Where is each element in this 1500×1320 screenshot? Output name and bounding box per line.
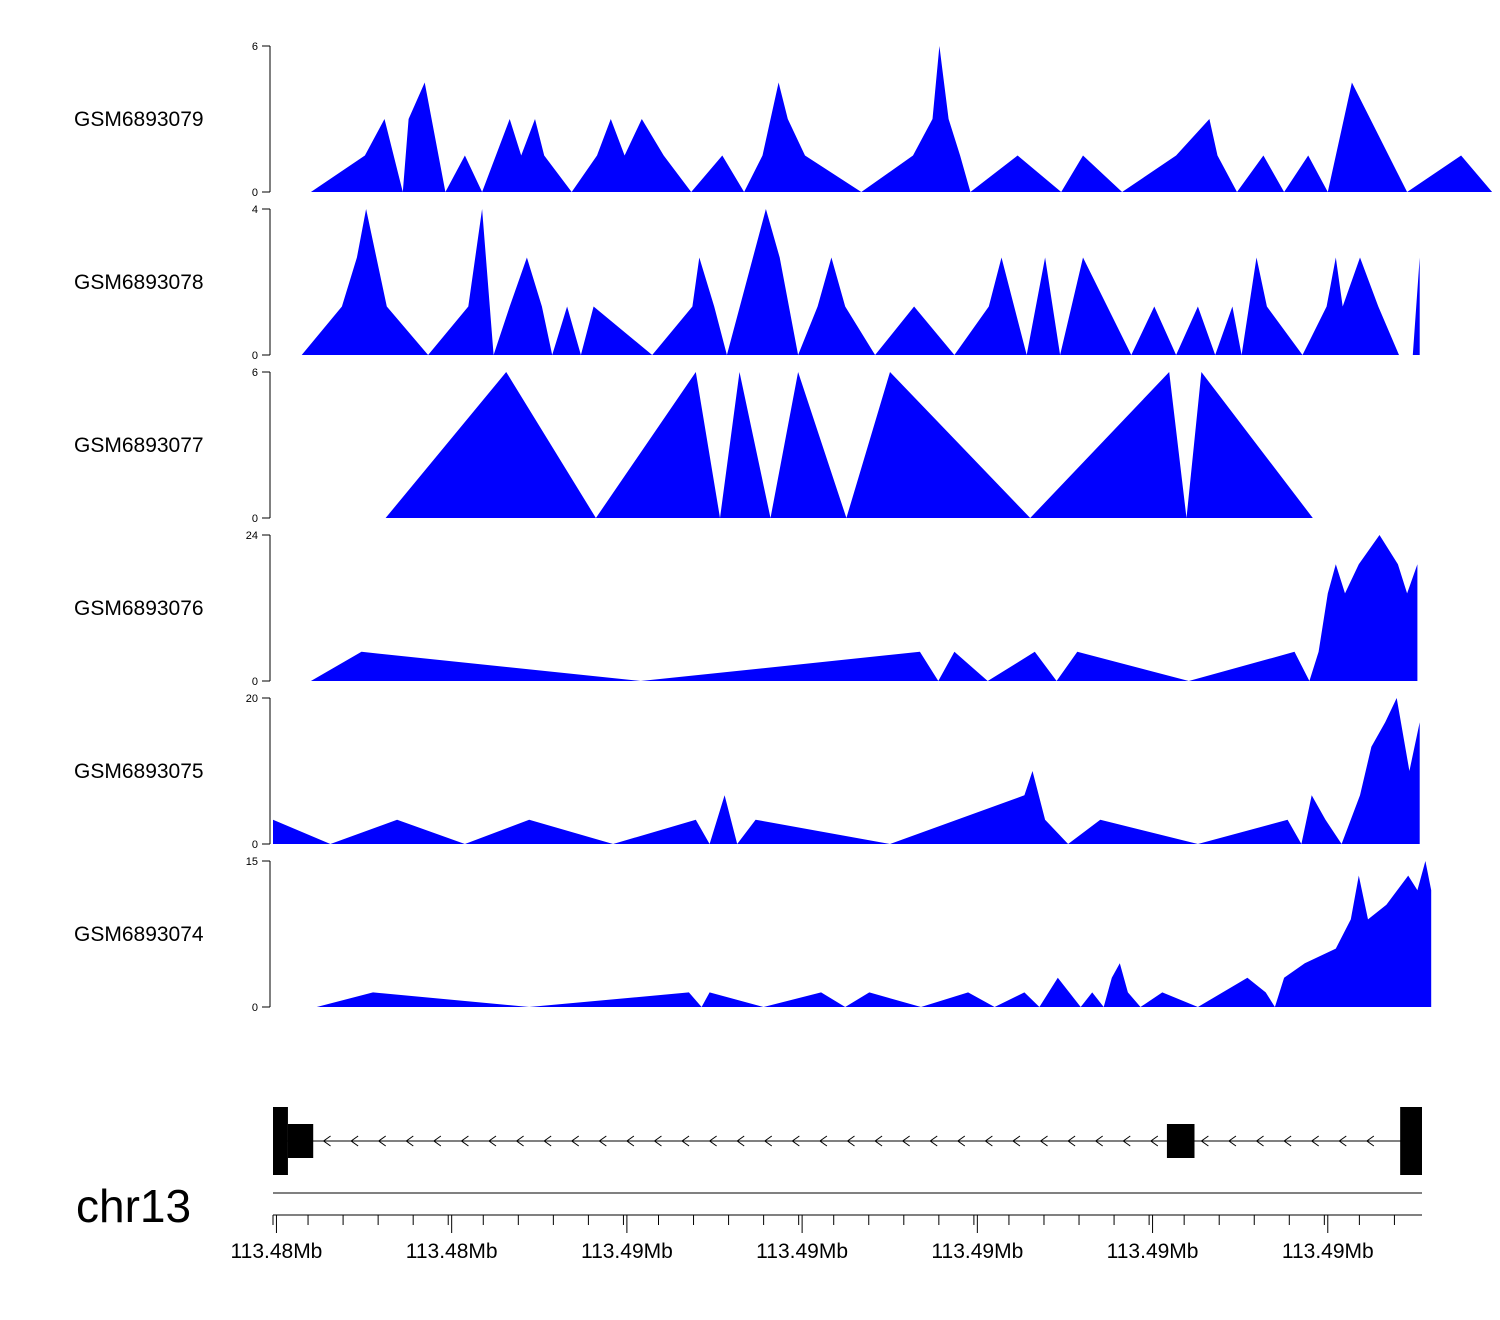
y-tick-label-min: 0 (252, 1002, 258, 1014)
track-label: GSM6893074 (74, 923, 204, 946)
coverage-tracks: GSM689307960GSM689307840GSM689307760GSM6… (74, 41, 1493, 1014)
strand-chevron (791, 1135, 800, 1147)
strand-chevron (1067, 1135, 1076, 1147)
strand-chevron (1149, 1135, 1159, 1147)
y-tick-label-max: 4 (252, 204, 258, 216)
x-tick-label: 113.49Mb (1282, 1240, 1374, 1263)
strand-chevron (874, 1135, 883, 1147)
strand-chevron (1228, 1135, 1237, 1147)
strand-chevron (736, 1135, 745, 1147)
coverage-area (316, 861, 1432, 1007)
coverage-area (273, 698, 1420, 844)
strand-arrows (322, 1135, 1375, 1147)
strand-chevron (515, 1135, 524, 1147)
strand-chevron (1255, 1135, 1264, 1147)
strand-chevron (1122, 1135, 1131, 1147)
coverage-area (310, 535, 1418, 681)
strand-chevron (405, 1135, 414, 1147)
coverage-area (301, 209, 1420, 355)
strand-chevron (460, 1135, 469, 1147)
strand-chevron (1283, 1135, 1292, 1147)
exon-block (287, 1124, 314, 1158)
y-tick-label-max: 24 (246, 530, 258, 542)
y-tick-label-min: 0 (252, 513, 258, 525)
track-gsm6893078: GSM6893078 4 0 (74, 204, 1420, 362)
y-tick-label-min: 0 (252, 350, 258, 362)
genomic-axis: chr13 113.48Mb 113.48Mb 113.49Mb 113.49Mb 113… (76, 1180, 1422, 1263)
track-label: GSM6893078 (74, 271, 204, 294)
strand-chevron (1094, 1135, 1103, 1147)
strand-chevron (956, 1135, 966, 1147)
strand-chevron (681, 1135, 690, 1147)
gene-model-track (273, 1107, 1422, 1175)
y-tick-label-max: 15 (246, 856, 258, 868)
track-gsm6893077: GSM6893077 6 0 (74, 367, 1313, 525)
track-label: GSM6893079 (74, 108, 204, 131)
strand-chevron (901, 1135, 910, 1147)
x-tick-label: 113.49Mb (581, 1240, 673, 1263)
strand-chevron (432, 1135, 442, 1147)
strand-chevron (322, 1135, 331, 1147)
strand-chevron (763, 1135, 773, 1147)
y-tick-label-min: 0 (252, 839, 258, 851)
strand-chevron (653, 1135, 662, 1147)
x-tick-label: 113.49Mb (756, 1240, 848, 1263)
strand-chevron (1365, 1135, 1375, 1147)
y-tick-label-min: 0 (252, 187, 258, 199)
y-tick-label-max: 6 (252, 41, 258, 53)
exon-block (273, 1107, 288, 1175)
coverage-area (385, 372, 1313, 518)
strand-chevron (626, 1135, 635, 1147)
track-label: GSM6893076 (74, 597, 204, 620)
track-gsm6893076: GSM6893076 24 0 (74, 530, 1418, 688)
track-label: GSM6893075 (74, 760, 204, 783)
strand-chevron (1200, 1135, 1209, 1147)
x-tick-label: 113.49Mb (931, 1240, 1023, 1263)
strand-chevron (819, 1135, 828, 1147)
strand-chevron (1039, 1135, 1048, 1147)
strand-chevron (708, 1135, 717, 1147)
strand-chevron (984, 1135, 993, 1147)
strand-chevron (543, 1135, 552, 1147)
track-label: GSM6893077 (74, 434, 204, 457)
coverage-area (310, 46, 1493, 192)
strand-chevron (350, 1135, 359, 1147)
x-tick-label: 113.48Mb (231, 1240, 323, 1263)
strand-chevron (1012, 1135, 1021, 1147)
strand-chevron (488, 1135, 497, 1147)
track-gsm6893074: GSM6893074 15 0 (74, 856, 1432, 1014)
y-tick-label-min: 0 (252, 676, 258, 688)
strand-chevron (598, 1135, 607, 1147)
y-tick-label-max: 20 (246, 693, 258, 705)
strand-chevron (377, 1135, 386, 1147)
strand-chevron (929, 1135, 938, 1147)
track-gsm6893079: GSM6893079 6 0 (74, 41, 1493, 199)
strand-chevron (1338, 1135, 1347, 1147)
x-tick-label: 113.49Mb (1107, 1240, 1199, 1263)
y-tick-label-max: 6 (252, 367, 258, 379)
x-tick-label: 113.48Mb (406, 1240, 498, 1263)
exon-block (1400, 1107, 1422, 1175)
chromosome-label: chr13 (76, 1180, 191, 1232)
exon-block (1166, 1124, 1195, 1158)
track-gsm6893075: GSM6893075 20 0 (74, 693, 1420, 851)
strand-chevron (846, 1135, 855, 1147)
strand-chevron (570, 1135, 580, 1147)
strand-chevron (1310, 1135, 1319, 1147)
